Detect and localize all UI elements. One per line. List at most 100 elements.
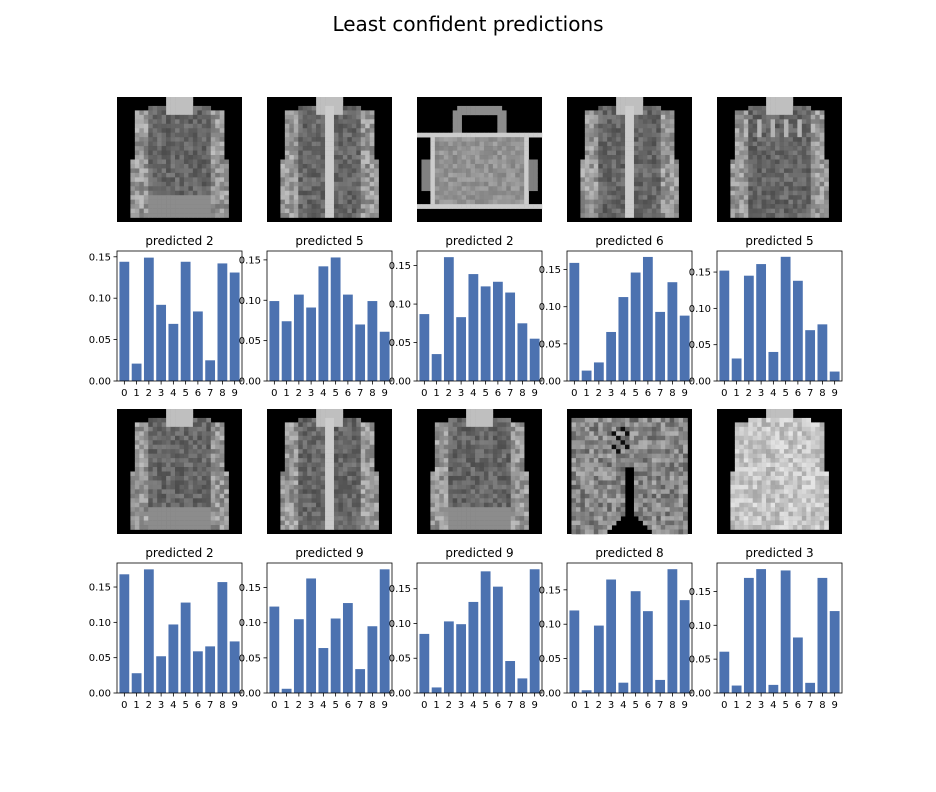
image-pixel (175, 132, 180, 138)
image-pixel (188, 484, 194, 490)
image-pixel (280, 168, 286, 174)
image-pixel (683, 458, 688, 463)
image-pixel (448, 168, 454, 174)
image-pixel (293, 435, 299, 441)
image-pixel (374, 525, 379, 530)
image-pixel (475, 489, 480, 495)
image-pixel (461, 475, 467, 481)
image-pixel (215, 507, 220, 512)
image-pixel (466, 458, 471, 463)
image-pixel (575, 426, 581, 432)
image-pixel (660, 163, 666, 169)
image-pixel (593, 458, 599, 463)
image-pixel (452, 128, 458, 134)
image-pixel (620, 213, 626, 218)
image-pixel (152, 199, 158, 205)
image-pixel (302, 440, 308, 446)
image-pixel (302, 177, 308, 183)
image-pixel (651, 114, 657, 120)
image-pixel (206, 462, 212, 468)
image-pixel (183, 141, 189, 147)
image-pixel (307, 208, 312, 214)
image-pixel (170, 97, 176, 102)
image-pixel (669, 435, 675, 441)
image-pixel (743, 150, 749, 156)
image-pixel (219, 128, 225, 134)
x-tick-label: 9 (531, 700, 537, 711)
image-pixel (584, 137, 590, 142)
image-pixel (524, 155, 529, 160)
image-pixel (224, 480, 229, 486)
image-pixel (779, 213, 785, 218)
image-pixel (678, 435, 684, 441)
image-pixel (197, 440, 203, 446)
image-pixel (161, 426, 167, 432)
image-pixel (515, 186, 520, 192)
image-pixel (457, 199, 462, 205)
image-pixel (797, 119, 803, 125)
image-pixel (488, 516, 494, 521)
image-pixel (289, 484, 295, 490)
image-pixel (166, 177, 171, 183)
image-pixel (320, 105, 326, 111)
image-pixel (779, 172, 785, 178)
image-pixel (757, 213, 762, 218)
image-pixel (492, 471, 498, 477)
image-pixel (421, 186, 427, 192)
image-pixel (280, 525, 286, 530)
image-pixel (598, 105, 604, 111)
image-pixel (206, 163, 212, 169)
image-pixel (524, 168, 529, 174)
image-pixel (461, 471, 467, 477)
image-pixel (215, 159, 220, 165)
image-pixel (430, 489, 436, 495)
image-pixel (479, 177, 485, 183)
image-pixel (134, 467, 140, 472)
image-pixel (483, 172, 489, 178)
image-pixel (157, 137, 162, 142)
image-pixel (224, 525, 229, 530)
image-pixel (179, 426, 185, 432)
image-pixel (461, 110, 467, 116)
image-pixel (374, 520, 379, 526)
image-pixel (157, 159, 162, 165)
image-pixel (369, 172, 375, 178)
image-pixel (739, 155, 745, 160)
image-pixel (166, 525, 171, 530)
image-pixel (739, 199, 745, 205)
image-pixel (506, 507, 512, 512)
image-pixel (616, 462, 621, 468)
image-pixel (571, 440, 577, 446)
image-pixel (183, 155, 189, 160)
image-pixel (280, 511, 286, 517)
image-pixel (134, 159, 140, 165)
image-pixel (175, 213, 180, 218)
image-pixel (638, 123, 644, 129)
image-pixel (633, 480, 639, 486)
image-pixel (443, 431, 449, 437)
image-pixel (457, 128, 462, 134)
image-pixel (289, 208, 295, 214)
image-pixel (761, 150, 767, 156)
image-pixel (660, 168, 666, 174)
image-pixel (143, 471, 149, 477)
image-pixel (333, 146, 339, 151)
image-pixel (284, 177, 290, 183)
image-pixel (483, 195, 489, 200)
image-pixel (148, 208, 154, 214)
image-pixel (170, 516, 176, 521)
image-pixel (329, 97, 335, 102)
image-pixel (356, 484, 362, 490)
image-pixel (192, 105, 198, 111)
image-pixel (783, 190, 789, 196)
image-pixel (152, 114, 158, 120)
image-pixel (347, 114, 353, 120)
image-pixel (307, 177, 312, 183)
image-pixel (633, 493, 639, 499)
image-pixel (329, 114, 335, 120)
image-pixel (783, 172, 789, 178)
image-pixel (302, 110, 308, 116)
image-pixel (734, 177, 740, 183)
image-pixel (210, 431, 216, 437)
image-pixel (342, 489, 348, 495)
